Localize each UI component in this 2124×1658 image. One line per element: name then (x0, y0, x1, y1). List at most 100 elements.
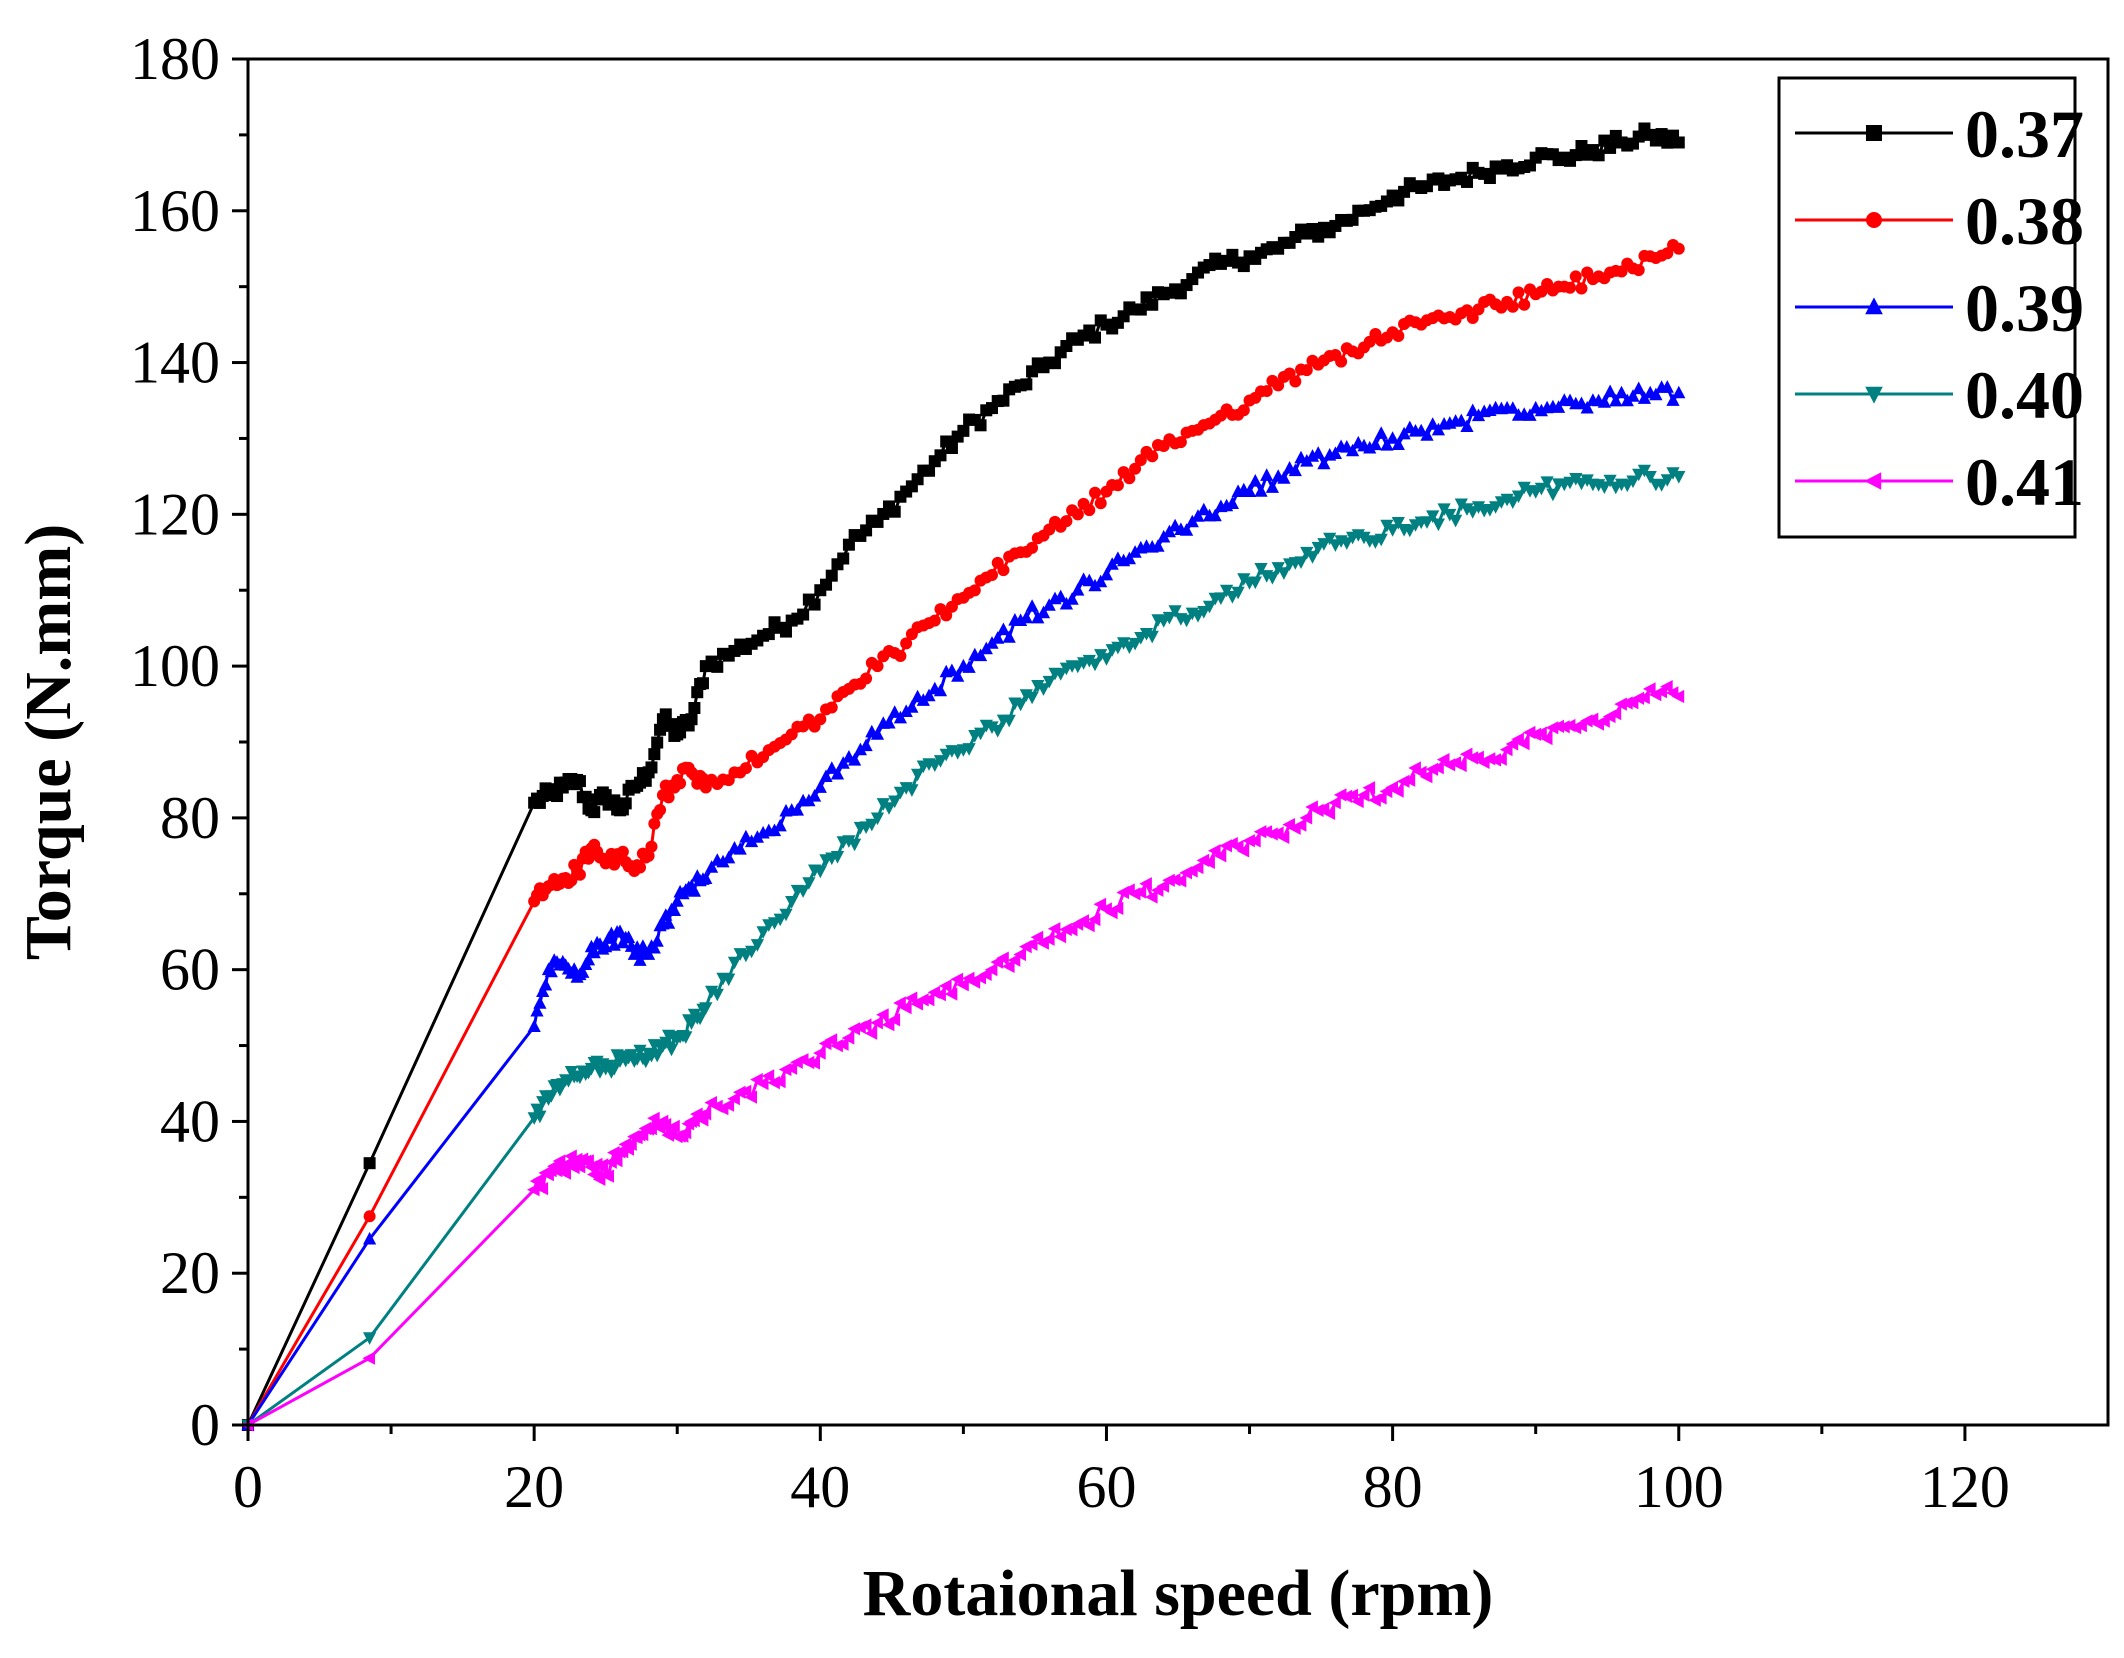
data-point (1317, 456, 1331, 470)
data-point (1466, 403, 1480, 417)
data-point (1237, 260, 1250, 273)
data-point (662, 791, 675, 804)
y-tick-label: 100 (130, 633, 220, 699)
data-point (1026, 541, 1039, 554)
data-point (894, 650, 907, 663)
data-point (900, 637, 913, 650)
data-point (1145, 890, 1158, 904)
data-point (1036, 683, 1051, 696)
data-point (1471, 408, 1486, 422)
data-point (1454, 413, 1468, 427)
data-point (645, 761, 658, 774)
data-point (633, 953, 647, 966)
data-point (674, 777, 687, 790)
data-point (974, 419, 987, 432)
data-point (1449, 514, 1463, 528)
data-point (1482, 752, 1496, 766)
data-point (1391, 517, 1405, 530)
data-point (1534, 726, 1547, 740)
data-point (667, 903, 681, 916)
data-point (1374, 533, 1388, 547)
data-point (1145, 630, 1159, 644)
data-point (1357, 531, 1371, 545)
data-point (1042, 598, 1056, 611)
data-point (1362, 781, 1376, 795)
data-point (684, 1017, 699, 1030)
data-point (784, 1061, 798, 1075)
data-point (650, 1049, 664, 1063)
data-point (756, 926, 770, 939)
data-point (808, 789, 822, 802)
data-point (576, 965, 590, 978)
data-point (1110, 901, 1124, 915)
data-point (1431, 518, 1445, 532)
data-point (619, 797, 632, 810)
data-point (363, 1157, 376, 1170)
data-point (624, 1137, 637, 1151)
data-point (1311, 446, 1325, 459)
data-point (1666, 467, 1680, 480)
data-point (773, 1075, 786, 1089)
data-point (727, 1092, 740, 1106)
data-point (944, 987, 958, 1001)
data-point (722, 973, 736, 987)
data-point (1139, 877, 1152, 891)
data-point (1632, 264, 1645, 277)
data-point (1087, 912, 1101, 927)
data-point (363, 1231, 377, 1245)
data-point (573, 868, 586, 881)
data-point (1380, 519, 1394, 533)
series-0.38 (242, 239, 1685, 1431)
data-point (1197, 606, 1211, 619)
data-point (1637, 691, 1650, 705)
data-point (1346, 213, 1359, 226)
data-point (1025, 599, 1039, 612)
data-point (1374, 791, 1387, 805)
legend-item-0.41: 0.41 (1795, 444, 2084, 520)
data-point (722, 850, 736, 864)
x-tick-label: 120 (1920, 1454, 2010, 1520)
data-point (588, 806, 601, 819)
data-point (1672, 136, 1685, 149)
data-point (830, 766, 845, 780)
data-point (1368, 437, 1382, 451)
data-point (733, 842, 747, 855)
data-point (996, 951, 1009, 965)
data-point (1499, 743, 1513, 757)
data-point (813, 865, 827, 879)
data-point (634, 861, 647, 874)
data-point (842, 835, 856, 848)
data-point (589, 1157, 603, 1171)
data-point (1293, 818, 1307, 832)
data-point (870, 812, 885, 826)
data-point (572, 1160, 586, 1174)
data-point (1129, 462, 1142, 475)
data-point (1272, 379, 1285, 392)
data-point (716, 854, 730, 868)
data-point (608, 794, 621, 807)
data-point (1053, 930, 1067, 944)
data-point (1065, 592, 1079, 605)
data-point (1660, 680, 1673, 694)
data-point (1660, 380, 1674, 393)
data-point (984, 963, 998, 977)
y-tick-label: 120 (130, 481, 220, 547)
data-point (1082, 573, 1096, 587)
data-point (1517, 481, 1531, 495)
x-tick-label: 60 (1076, 1454, 1136, 1520)
data-point (1277, 567, 1291, 580)
data-point (1300, 364, 1313, 377)
data-point (693, 1012, 707, 1026)
series-0.41 (240, 680, 1685, 1432)
data-point (1156, 879, 1170, 893)
data-point (1643, 471, 1657, 484)
data-point (1431, 761, 1444, 775)
data-point (651, 736, 664, 749)
data-point (1386, 431, 1400, 444)
data-point (1225, 496, 1239, 509)
data-point (721, 1098, 735, 1112)
data-point (533, 1110, 547, 1124)
data-point (1506, 300, 1519, 313)
data-point (587, 945, 601, 959)
data-point (733, 1085, 746, 1099)
